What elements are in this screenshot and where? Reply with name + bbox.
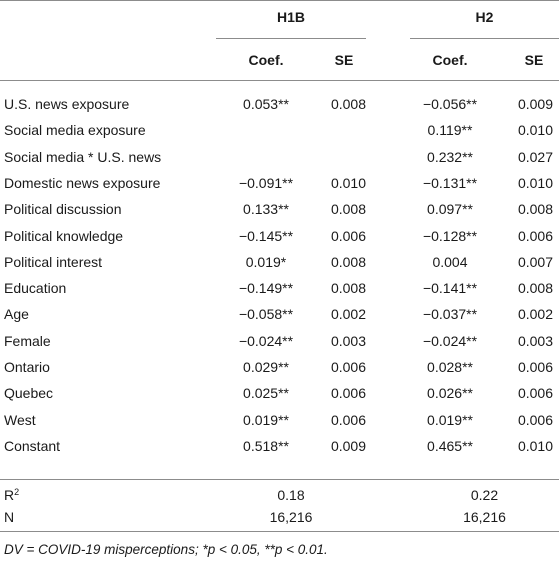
h2-se-cell: 0.008 <box>517 280 553 296</box>
row-label: West <box>4 412 36 428</box>
h1b-coef-cell: −0.024** <box>238 333 294 349</box>
h2-coef-cell: −0.056** <box>422 96 478 112</box>
h1b-coef-cell: −0.058** <box>238 306 294 322</box>
row-label: Social media exposure <box>4 122 146 138</box>
top-rule <box>0 0 559 1</box>
h1b-se-cell: 0.002 <box>330 306 366 322</box>
h1b-se-cell: 0.010 <box>330 175 366 191</box>
h1b-coef-cell: −0.145** <box>238 228 294 244</box>
h2-coef-cell: 0.465** <box>427 438 473 454</box>
h1b-coef-cell: 0.518** <box>243 438 289 454</box>
h2-stat-cell: 16,216 <box>463 509 506 525</box>
subheader-h2-se: SE <box>524 52 544 68</box>
h1b-coef-cell: −0.091** <box>238 175 294 191</box>
stats-label: N <box>4 509 14 525</box>
h2-se-cell: 0.007 <box>517 254 553 270</box>
h2-se-cell: 0.027 <box>517 149 553 165</box>
h2-coef-cell: 0.026** <box>427 385 473 401</box>
row-label: Ontario <box>4 359 50 375</box>
h2-coef-cell: −0.128** <box>422 228 478 244</box>
h1b-coef-cell: 0.025** <box>243 385 289 401</box>
h2-se-cell: 0.002 <box>517 306 553 322</box>
h2-se-cell: 0.003 <box>517 333 553 349</box>
row-label: Constant <box>4 438 61 454</box>
h1b-stat-cell: 16,216 <box>269 509 313 525</box>
bottom-rule <box>0 531 559 532</box>
stats-rule <box>0 479 559 480</box>
stats-label: R2 <box>4 487 19 503</box>
h2-se-cell: 0.010 <box>517 175 553 191</box>
group-header-h1b: H1B <box>276 9 305 25</box>
row-label: Female <box>4 333 51 349</box>
table-footnote: DV = COVID-19 misperceptions; *p < 0.05,… <box>4 542 328 557</box>
row-label: U.S. news exposure <box>4 96 130 112</box>
h1b-se-cell: 0.006 <box>330 359 366 375</box>
h2-se-cell: 0.008 <box>517 201 553 217</box>
h2-coef-cell: −0.037** <box>422 306 478 322</box>
h2-se-cell: 0.010 <box>517 122 553 138</box>
subheader-h2-coef: Coef. <box>432 52 468 68</box>
h2-coef-cell: −0.131** <box>422 175 478 191</box>
h2-stat-cell: 0.22 <box>470 487 499 503</box>
h2-coef-cell: 0.232** <box>427 149 473 165</box>
h1b-se-cell: 0.008 <box>330 96 366 112</box>
h1b-se-cell: 0.003 <box>330 333 366 349</box>
group-header-h2: H2 <box>475 9 494 25</box>
h1b-se-cell: 0.008 <box>330 280 366 296</box>
h1b-se-cell: 0.006 <box>330 228 366 244</box>
h1b-coef-cell: 0.053** <box>243 96 289 112</box>
stats-label-superscript: 2 <box>14 487 20 497</box>
row-label: Education <box>4 280 67 296</box>
row-label: Political interest <box>4 254 103 270</box>
h2-coef-cell: 0.019** <box>427 412 473 428</box>
h1b-coef-cell: 0.133** <box>243 201 289 217</box>
h2-group-underline <box>410 38 559 39</box>
h2-se-cell: 0.009 <box>517 96 553 112</box>
h1b-stat-cell: 0.18 <box>277 487 305 503</box>
h1b-se-cell: 0.008 <box>330 201 366 217</box>
h2-coef-cell: 0.097** <box>427 201 473 217</box>
h1b-coef-cell: −0.149** <box>238 280 294 296</box>
h2-coef-cell: 0.004 <box>432 254 468 270</box>
h2-coef-cell: −0.141** <box>422 280 478 296</box>
h1b-se-cell: 0.006 <box>330 385 366 401</box>
row-label: Political discussion <box>4 201 122 217</box>
row-label: Age <box>4 306 29 322</box>
stats-label-base: N <box>4 509 15 525</box>
h2-coef-cell: 0.028** <box>427 359 473 375</box>
h2-se-cell: 0.006 <box>517 228 553 244</box>
h1b-coef-cell: 0.029** <box>243 359 289 375</box>
row-label: Domestic news exposure <box>4 175 161 191</box>
row-label: Quebec <box>4 385 54 401</box>
h2-se-cell: 0.006 <box>517 359 553 375</box>
h2-se-cell: 0.006 <box>517 385 553 401</box>
stats-label-base: R <box>4 487 15 503</box>
row-label: Social media * U.S. news <box>4 149 162 165</box>
header-rule <box>0 80 559 81</box>
h2-se-cell: 0.006 <box>517 412 553 428</box>
h1b-coef-cell: 0.019* <box>245 254 287 270</box>
h1b-se-cell: 0.006 <box>330 412 366 428</box>
h2-se-cell: 0.010 <box>517 438 553 454</box>
subheader-h1b-coef: Coef. <box>248 52 284 68</box>
subheader-h1b-se: SE <box>334 52 354 68</box>
row-label: Political knowledge <box>4 228 124 244</box>
h1b-group-underline <box>216 38 366 39</box>
h2-coef-cell: 0.119** <box>427 122 473 138</box>
h1b-coef-cell: 0.019** <box>243 412 289 428</box>
h2-coef-cell: −0.024** <box>422 333 478 349</box>
h1b-se-cell: 0.008 <box>330 254 366 270</box>
h1b-se-cell: 0.009 <box>330 438 366 454</box>
